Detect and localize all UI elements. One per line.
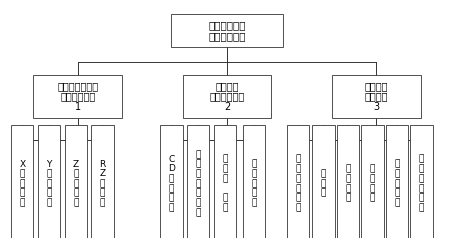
Text: 三维移动一维转
动的运动机构
1: 三维移动一维转 动的运动机构 1 [57,81,99,112]
Text: 视频监测
对位调整机构
2: 视频监测 对位调整机构 2 [209,81,245,112]
FancyBboxPatch shape [38,125,60,240]
FancyBboxPatch shape [242,125,265,240]
FancyBboxPatch shape [331,75,420,118]
FancyBboxPatch shape [64,125,87,240]
Text: 弹
性
元
件: 弹 性 元 件 [345,164,350,203]
Text: 气
缸
组: 气 缸 组 [321,169,326,198]
FancyBboxPatch shape [214,125,236,240]
Text: 薄板激光拼焚
对位装夹装置: 薄板激光拼焚 对位装夹装置 [208,20,246,41]
FancyBboxPatch shape [183,75,271,118]
Text: 对
位
块
十
字
叉
丝: 对 位 块 十 字 叉 丝 [195,150,201,217]
Text: 定
位
销
 
基
板: 定 位 销 基 板 [222,155,227,212]
Text: 真
空
吸
盘
托
板: 真 空 吸 盘 托 板 [296,155,301,212]
FancyBboxPatch shape [361,125,384,240]
Text: 侧
向
压
紧
板: 侧 向 压 紧 板 [394,160,400,207]
Text: 视
频
监
视
器: 视 频 监 视 器 [251,160,257,207]
Text: 磁
性
压
板: 磁 性 压 板 [370,164,375,203]
FancyBboxPatch shape [11,125,34,240]
FancyBboxPatch shape [34,75,123,118]
Text: 水
晶
玻
璃
压
板: 水 晶 玻 璃 压 板 [419,155,424,212]
FancyBboxPatch shape [91,125,114,240]
Text: Z
轴
平
移
台: Z 轴 平 移 台 [73,160,79,207]
Text: C
D
摄
像
系
统: C D 摄 像 系 统 [168,155,175,212]
Text: R
Z
转
动
台: R Z 转 动 台 [99,160,105,207]
FancyBboxPatch shape [312,125,335,240]
Text: 磁铁气动
装夹机构
3: 磁铁气动 装夹机构 3 [364,81,388,112]
FancyBboxPatch shape [187,125,209,240]
FancyBboxPatch shape [337,125,359,240]
FancyBboxPatch shape [171,14,282,47]
Text: X
轴
平
移
台: X 轴 平 移 台 [19,160,25,207]
Text: Y
轴
平
移
台: Y 轴 平 移 台 [46,160,52,207]
FancyBboxPatch shape [410,125,433,240]
FancyBboxPatch shape [386,125,408,240]
FancyBboxPatch shape [287,125,309,240]
FancyBboxPatch shape [160,125,183,240]
